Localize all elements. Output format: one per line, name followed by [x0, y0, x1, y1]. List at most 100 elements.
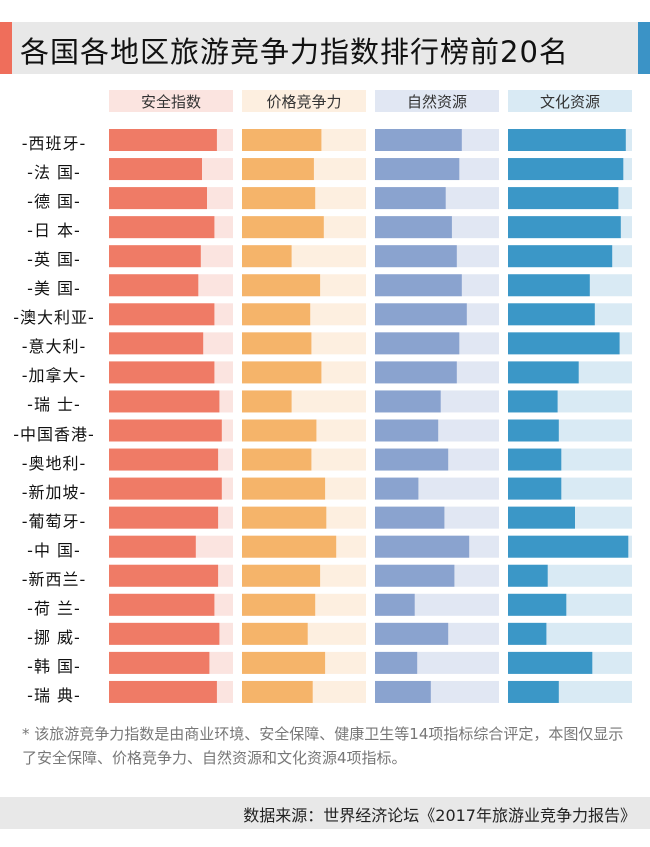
bar-price [242, 245, 292, 268]
bar-chart [109, 129, 632, 703]
country-label: -奥地利- [21, 453, 87, 473]
bar-culture [508, 477, 562, 500]
bar-culture [508, 303, 595, 326]
country-label: -法 国- [27, 163, 81, 183]
bar-nature [375, 564, 455, 587]
bar-nature [375, 361, 457, 384]
bar-nature [375, 129, 462, 151]
bar-culture [508, 390, 558, 413]
bar-culture [508, 129, 626, 151]
country-label: -中国香港- [13, 424, 95, 444]
country-label: -德 国- [27, 192, 81, 212]
bar-culture [508, 622, 547, 645]
country-label: -加拿大- [21, 366, 87, 386]
bar-nature [375, 245, 457, 268]
bar-nature [375, 158, 460, 181]
bar-culture [508, 535, 629, 558]
country-label: -荷 兰- [27, 598, 81, 618]
legend-price-label: 价格竞争力 [266, 92, 342, 111]
bar-safety [109, 390, 220, 413]
bar-safety [109, 593, 215, 616]
bar-culture [508, 448, 562, 471]
bar-nature [375, 390, 441, 413]
bar-culture [508, 506, 575, 529]
country-label: -挪 威- [27, 627, 81, 647]
country-label: -葡萄牙- [21, 511, 87, 531]
legend-nature-label: 自然资源 [406, 92, 467, 111]
bar-price [242, 303, 311, 326]
bar-safety [109, 332, 204, 355]
bar-safety [109, 477, 222, 500]
legend-safety: 安全指数 [109, 90, 233, 112]
country-label: -意大利- [21, 337, 87, 357]
bar-nature [375, 274, 462, 297]
bar-safety [109, 158, 202, 181]
bar-price [242, 622, 308, 645]
source-bar: 数据来源：世界经济论坛《2017年旅游业竞争力报告》 [0, 797, 650, 829]
bar-safety [109, 245, 201, 268]
bar-safety [109, 361, 215, 384]
bar-culture [508, 274, 590, 297]
bar-culture [508, 564, 548, 587]
title-accent-right [638, 22, 650, 74]
bar-price [242, 216, 324, 239]
footnote-text: 该旅游竞争力指数是由商业环境、安全保障、健康卫生等14项指标综合评定，本图仅显示… [22, 725, 624, 767]
bar-nature [375, 332, 460, 355]
bar-nature [375, 651, 418, 674]
bar-price [242, 593, 316, 616]
country-label: -新加坡- [21, 482, 87, 502]
bar-safety [109, 564, 219, 587]
title-accent-left [0, 22, 12, 74]
bar-safety [109, 216, 215, 239]
bar-price [242, 274, 321, 297]
country-label: -瑞 士- [27, 395, 81, 415]
bar-culture [508, 361, 579, 384]
bar-safety [109, 187, 207, 210]
bar-nature [375, 535, 470, 558]
bar-price [242, 419, 317, 442]
bar-safety [109, 419, 222, 442]
bar-nature [375, 680, 431, 703]
bar-nature [375, 216, 452, 239]
bar-culture [508, 651, 593, 674]
country-label: -中 国- [27, 540, 81, 560]
bar-nature [375, 419, 439, 442]
page-title: 各国各地区旅游竞争力指数排行榜前20名 [20, 35, 569, 69]
bar-nature [375, 477, 419, 500]
bar-price [242, 564, 321, 587]
bar-price [242, 651, 326, 674]
footnote: * 该旅游竞争力指数是由商业环境、安全保障、健康卫生等14项指标综合评定，本图仅… [22, 722, 634, 770]
legend-culture-label: 文化资源 [539, 92, 600, 111]
title-bar: 各国各地区旅游竞争力指数排行榜前20名 [0, 22, 650, 74]
bar-nature [375, 448, 449, 471]
bar-price [242, 332, 312, 355]
country-label: -日 本- [27, 221, 81, 241]
bar-culture [508, 245, 613, 268]
bar-price [242, 390, 292, 413]
bar-culture [508, 216, 621, 239]
bar-safety [109, 506, 219, 529]
bar-price [242, 448, 312, 471]
bar-culture [508, 419, 559, 442]
bar-safety [109, 303, 215, 326]
bar-culture [508, 593, 567, 616]
bar-culture [508, 158, 624, 181]
source-text: 数据来源：世界经济论坛《2017年旅游业竞争力报告》 [243, 806, 636, 825]
country-label: -美 国- [27, 279, 81, 299]
country-label: -西班牙- [21, 134, 87, 153]
bar-price [242, 361, 322, 384]
bar-price [242, 535, 337, 558]
footnote-mark: * [22, 725, 30, 743]
bar-nature [375, 506, 445, 529]
bar-price [242, 477, 326, 500]
bar-culture [508, 332, 620, 355]
bar-safety [109, 448, 219, 471]
country-label: -新西兰- [21, 569, 87, 589]
bar-price [242, 506, 327, 529]
legend-safety-label: 安全指数 [140, 92, 201, 111]
bar-culture [508, 187, 619, 210]
legend-price: 价格竞争力 [242, 90, 366, 112]
bar-safety [109, 129, 217, 151]
legend-nature: 自然资源 [375, 90, 499, 112]
bar-safety [109, 622, 220, 645]
